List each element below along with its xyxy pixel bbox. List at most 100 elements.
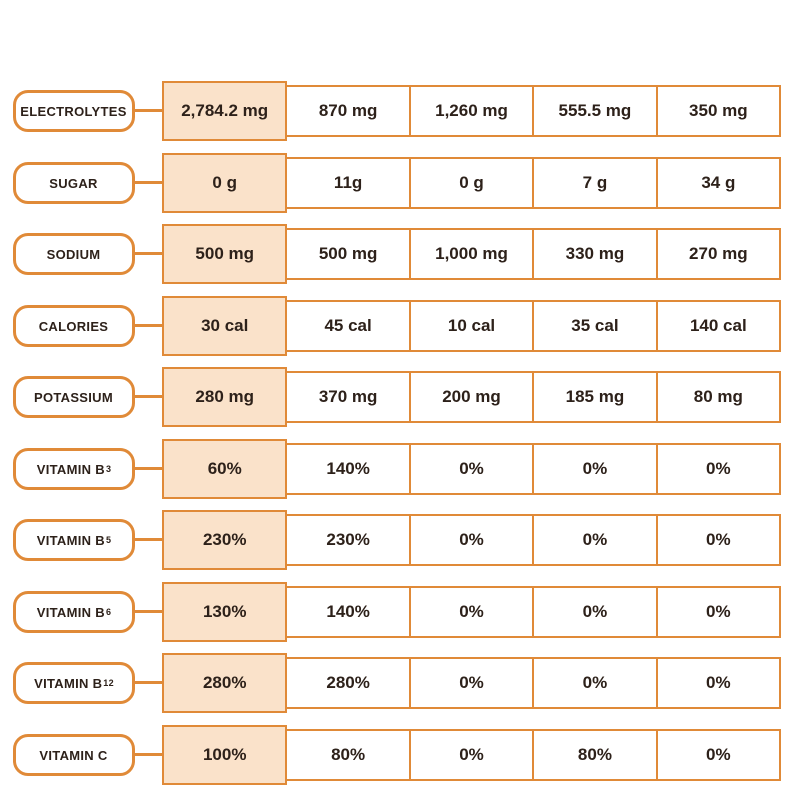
connector-line xyxy=(133,109,164,112)
value-cell: 34 g xyxy=(655,157,782,209)
connector-line xyxy=(133,610,164,613)
value-cell-highlighted: 60% xyxy=(162,439,288,499)
value-cell-highlighted: 0 g xyxy=(162,153,288,213)
value-cell: 80% xyxy=(532,729,658,781)
value-cell-highlighted: 280% xyxy=(162,653,288,713)
value-cell: 870 mg xyxy=(285,85,411,137)
value-cell: 140 cal xyxy=(655,300,782,352)
nutrient-row-vitamin-b12: VITAMIN B 12 280% 280% 0% 0% 0% xyxy=(0,653,800,713)
nutrient-label-subscript: 3 xyxy=(105,464,112,474)
connector-line xyxy=(133,395,164,398)
nutrient-label: POTASSIUM xyxy=(33,389,114,405)
nutrient-row-electrolytes: ELECTROLYTES 2,784.2 mg 870 mg 1,260 mg … xyxy=(0,81,800,141)
value-cell: 350 mg xyxy=(655,85,782,137)
value-cell: 200 mg xyxy=(408,371,535,423)
nutrient-label-pill: SODIUM xyxy=(13,233,135,275)
value-cell: 1,000 mg xyxy=(408,228,535,280)
value-cell: 0% xyxy=(655,657,782,709)
value-cell: 140% xyxy=(285,586,411,638)
value-cell: 0 g xyxy=(408,157,535,209)
value-cell: 270 mg xyxy=(655,228,782,280)
value-cell: 35 cal xyxy=(532,300,658,352)
nutrient-label: VITAMIN B xyxy=(36,604,105,620)
connector-line xyxy=(133,181,164,184)
nutrient-label-subscript: 5 xyxy=(105,535,112,545)
nutrient-label-pill: VITAMIN C xyxy=(13,734,135,776)
value-cell: 0% xyxy=(408,443,535,495)
nutrient-label: VITAMIN C xyxy=(39,747,108,763)
nutrient-label-pill: ELECTROLYTES xyxy=(13,90,135,132)
value-cell: 185 mg xyxy=(532,371,658,423)
nutrient-row-potassium: POTASSIUM 280 mg 370 mg 200 mg 185 mg 80… xyxy=(0,367,800,427)
value-cell: 0% xyxy=(655,443,782,495)
nutrient-row-sugar: SUGAR 0 g 11g 0 g 7 g 34 g xyxy=(0,153,800,213)
value-cell: 500 mg xyxy=(285,228,411,280)
nutrient-label: VITAMIN B xyxy=(34,675,103,691)
value-cell: 0% xyxy=(408,514,535,566)
value-cell: 230% xyxy=(285,514,411,566)
value-cell: 0% xyxy=(655,729,782,781)
nutrient-label: CALORIES xyxy=(38,318,109,334)
value-cells: 30 cal 45 cal 10 cal 35 cal 140 cal xyxy=(162,296,782,356)
value-cell: 0% xyxy=(532,586,658,638)
connector-line xyxy=(133,753,164,756)
value-cells: 130% 140% 0% 0% 0% xyxy=(162,582,782,642)
value-cell: 0% xyxy=(655,514,782,566)
connector-line xyxy=(133,681,164,684)
connector-line xyxy=(133,538,164,541)
value-cell: 0% xyxy=(408,586,535,638)
value-cell: 0% xyxy=(532,514,658,566)
nutrient-label-pill: CALORIES xyxy=(13,305,135,347)
value-cell: 0% xyxy=(655,586,782,638)
connector-line xyxy=(133,467,164,470)
nutrient-label: VITAMIN B xyxy=(36,461,105,477)
value-cells: 280 mg 370 mg 200 mg 185 mg 80 mg xyxy=(162,367,782,427)
value-cell: 140% xyxy=(285,443,411,495)
nutrient-label-pill: VITAMIN B 12 xyxy=(13,662,135,704)
value-cell: 11g xyxy=(285,157,411,209)
value-cell: 1,260 mg xyxy=(408,85,535,137)
value-cell: 555.5 mg xyxy=(532,85,658,137)
value-cell: 0% xyxy=(408,657,535,709)
value-cells: 60% 140% 0% 0% 0% xyxy=(162,439,782,499)
value-cell: 7 g xyxy=(532,157,658,209)
connector-line xyxy=(133,252,164,255)
nutrient-label-subscript: 12 xyxy=(103,678,114,688)
value-cell-highlighted: 30 cal xyxy=(162,296,288,356)
value-cell-highlighted: 130% xyxy=(162,582,288,642)
nutrient-label-pill: SUGAR xyxy=(13,162,135,204)
value-cell: 80 mg xyxy=(655,371,782,423)
value-cells: 2,784.2 mg 870 mg 1,260 mg 555.5 mg 350 … xyxy=(162,81,782,141)
value-cell-highlighted: 500 mg xyxy=(162,224,288,284)
nutrient-row-vitamin-c: VITAMIN C 100% 80% 0% 80% 0% xyxy=(0,725,800,785)
value-cells: 100% 80% 0% 80% 0% xyxy=(162,725,782,785)
nutrient-label: SODIUM xyxy=(46,246,101,262)
value-cells: 230% 230% 0% 0% 0% xyxy=(162,510,782,570)
value-cell-highlighted: 2,784.2 mg xyxy=(162,81,288,141)
value-cell: 370 mg xyxy=(285,371,411,423)
value-cells: 280% 280% 0% 0% 0% xyxy=(162,653,782,713)
value-cell-highlighted: 280 mg xyxy=(162,367,288,427)
nutrient-label-pill: POTASSIUM xyxy=(13,376,135,418)
value-cell: 0% xyxy=(408,729,535,781)
value-cell: 45 cal xyxy=(285,300,411,352)
nutrient-label-subscript: 6 xyxy=(105,607,112,617)
value-cell: 80% xyxy=(285,729,411,781)
value-cell: 330 mg xyxy=(532,228,658,280)
value-cell: 0% xyxy=(532,657,658,709)
nutrient-label: VITAMIN B xyxy=(36,532,105,548)
connector-line xyxy=(133,324,164,327)
value-cell: 10 cal xyxy=(408,300,535,352)
value-cell: 0% xyxy=(532,443,658,495)
value-cells: 0 g 11g 0 g 7 g 34 g xyxy=(162,153,782,213)
nutrient-row-sodium: SODIUM 500 mg 500 mg 1,000 mg 330 mg 270… xyxy=(0,224,800,284)
nutrient-row-calories: CALORIES 30 cal 45 cal 10 cal 35 cal 140… xyxy=(0,296,800,356)
value-cell-highlighted: 230% xyxy=(162,510,288,570)
